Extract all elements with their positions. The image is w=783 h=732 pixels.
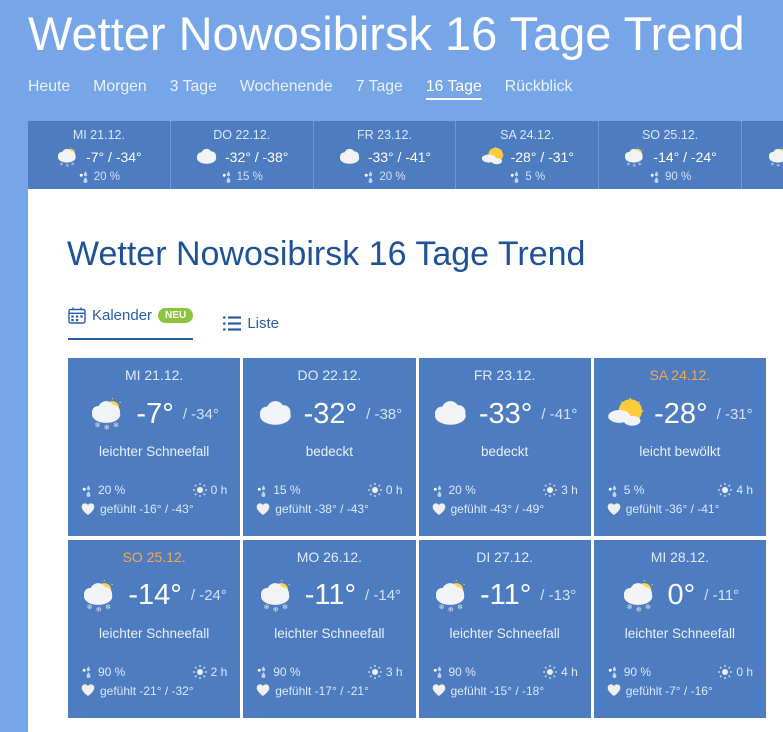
svg-text:❄: ❄ bbox=[272, 605, 278, 612]
svg-text:❄: ❄ bbox=[60, 161, 64, 166]
svg-text:❄: ❄ bbox=[644, 602, 650, 611]
svg-text:❄: ❄ bbox=[770, 161, 774, 166]
svg-text:❄: ❄ bbox=[71, 161, 75, 166]
svg-text:❄: ❄ bbox=[635, 605, 641, 612]
svg-text:❄: ❄ bbox=[105, 602, 111, 611]
svg-text:❄: ❄ bbox=[626, 602, 632, 611]
svg-text:❄: ❄ bbox=[113, 421, 119, 430]
svg-text:❄: ❄ bbox=[776, 163, 780, 167]
svg-text:❄: ❄ bbox=[87, 602, 93, 611]
svg-text:❄: ❄ bbox=[65, 163, 69, 167]
svg-text:❄: ❄ bbox=[95, 421, 101, 430]
svg-text:❄: ❄ bbox=[104, 423, 110, 430]
svg-text:❄: ❄ bbox=[448, 605, 454, 612]
svg-text:❄: ❄ bbox=[457, 602, 463, 611]
svg-text:❄: ❄ bbox=[627, 161, 631, 166]
svg-text:❄: ❄ bbox=[96, 605, 102, 612]
svg-text:❄: ❄ bbox=[633, 163, 637, 167]
svg-text:❄: ❄ bbox=[263, 602, 269, 611]
svg-text:❄: ❄ bbox=[282, 602, 288, 611]
svg-text:❄: ❄ bbox=[438, 602, 444, 611]
svg-text:❄: ❄ bbox=[638, 161, 642, 166]
